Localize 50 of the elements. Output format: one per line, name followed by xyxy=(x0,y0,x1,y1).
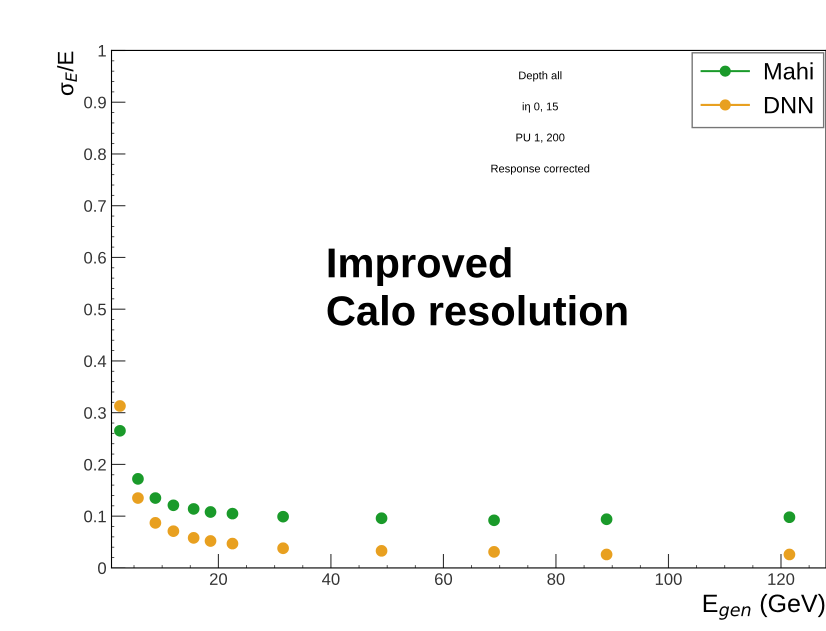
point xyxy=(168,499,180,512)
y-tick-label: 0.2 xyxy=(84,458,106,471)
point xyxy=(488,514,500,526)
y-axis-title: σ$_{E}$/E xyxy=(57,52,77,96)
y-tick-label: 0.6 xyxy=(84,252,106,264)
annotation: Improved Calo resolution xyxy=(328,247,627,326)
x-tick-label: 100 xyxy=(656,573,682,586)
point xyxy=(150,492,162,504)
y-tick-label: 0 xyxy=(98,562,106,574)
point xyxy=(132,492,144,504)
x-tick-label: 60 xyxy=(435,573,452,586)
point xyxy=(600,513,612,526)
point xyxy=(150,517,162,529)
x-tick-label: 80 xyxy=(547,573,565,586)
point xyxy=(226,508,238,520)
x-tick-label: 120 xyxy=(768,573,794,586)
y-tick-label: 0.9 xyxy=(84,96,106,108)
point xyxy=(188,503,200,515)
point xyxy=(114,424,126,437)
y-tick-label: 1 xyxy=(98,45,106,57)
y-tick-label: 0.1 xyxy=(84,510,106,522)
annotation: iη 0, 15 xyxy=(522,102,558,113)
y-tick-label: 0.8 xyxy=(84,148,106,160)
y-tick-label: 0.7 xyxy=(84,200,106,212)
legend-label: DNN xyxy=(764,96,812,114)
point xyxy=(204,506,216,518)
point xyxy=(132,473,144,485)
point xyxy=(226,538,238,550)
annotation: PU 1, 200 xyxy=(516,134,564,143)
y-tick-label: 0.3 xyxy=(84,407,106,419)
point xyxy=(488,546,500,558)
x-axis-title: E$_{gen}$ (GeV) xyxy=(704,594,824,620)
point xyxy=(376,512,388,524)
y-tick-label: 0.5 xyxy=(84,304,106,316)
point xyxy=(784,548,796,560)
x-tick-label: 40 xyxy=(322,573,340,586)
point xyxy=(188,532,200,544)
point xyxy=(168,525,180,538)
point xyxy=(376,544,388,557)
point xyxy=(277,542,289,554)
legend-label: Mahi xyxy=(764,62,813,80)
point xyxy=(784,511,796,524)
point xyxy=(114,400,126,412)
point xyxy=(600,548,612,560)
point xyxy=(277,510,289,523)
annotation: Depth all xyxy=(519,71,562,82)
point xyxy=(204,535,216,547)
annotation: Response corrected xyxy=(491,164,590,175)
x-tick-label: 20 xyxy=(210,573,228,586)
y-tick-label: 0.4 xyxy=(84,355,106,368)
